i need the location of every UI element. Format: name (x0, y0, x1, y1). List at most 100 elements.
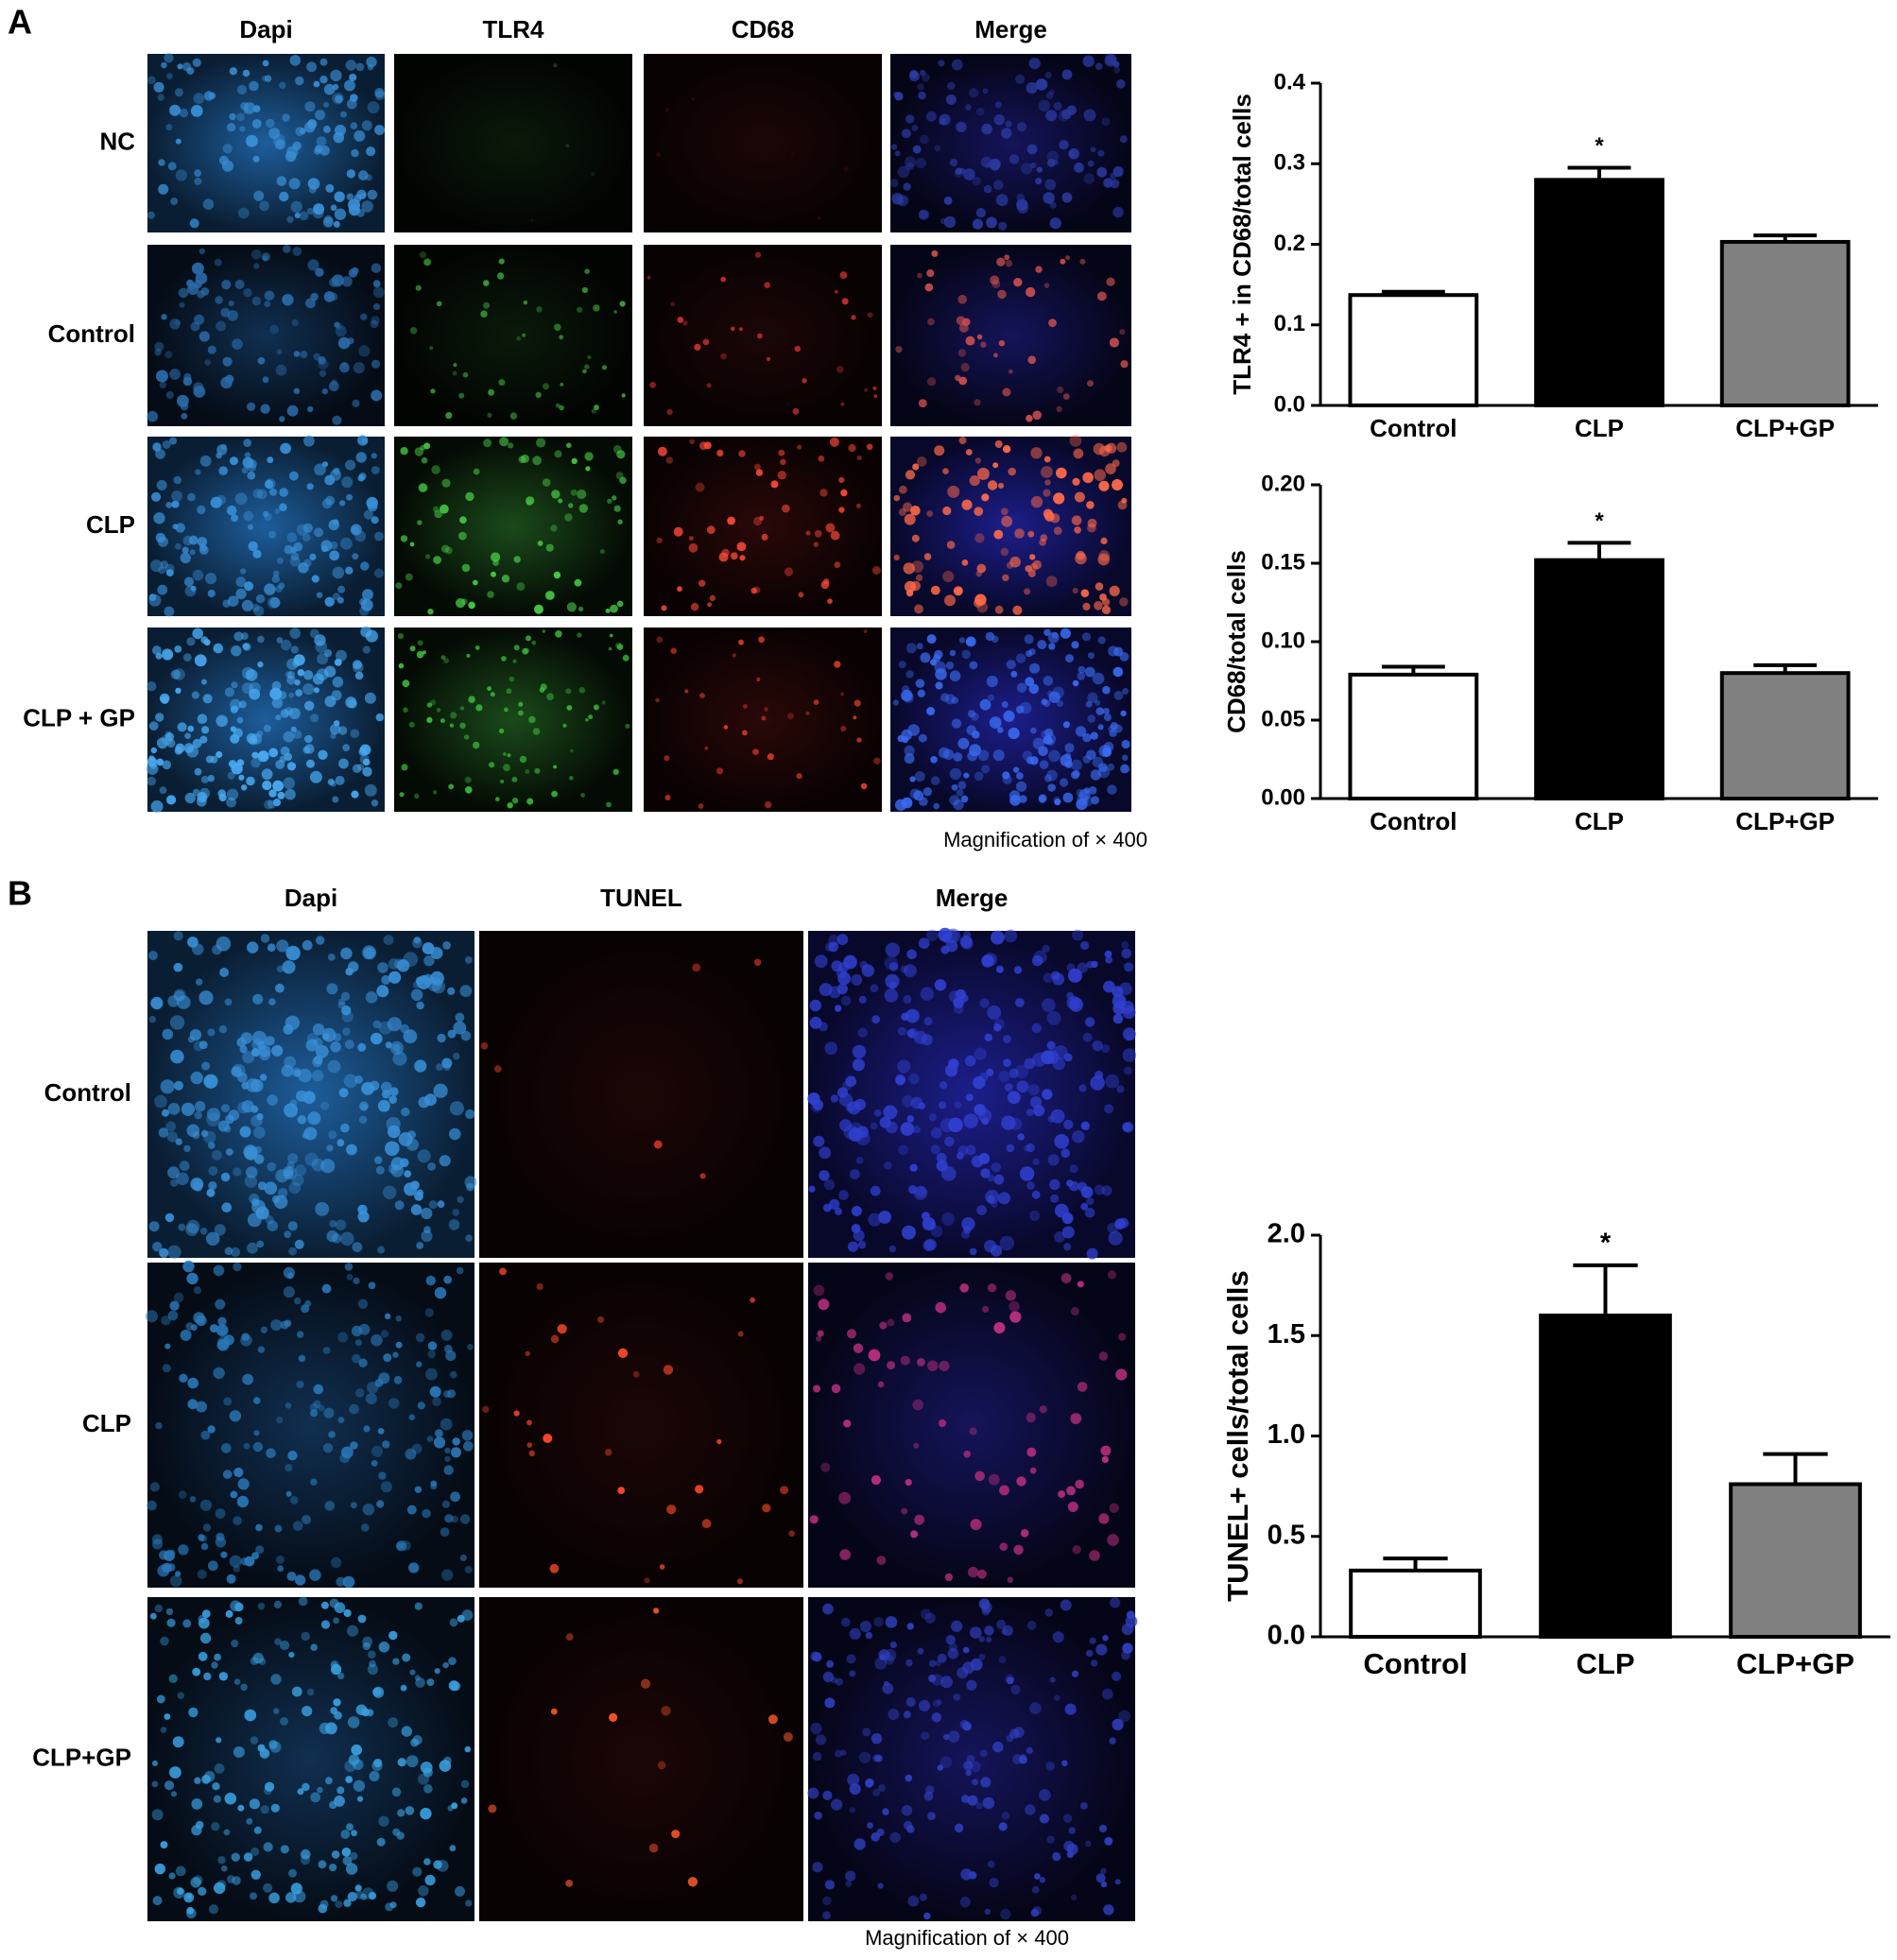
cell (904, 964, 917, 978)
cell (947, 81, 956, 91)
cell (378, 1372, 390, 1384)
cell (275, 983, 285, 993)
cell (566, 705, 573, 711)
cell (252, 549, 262, 559)
cell (306, 759, 315, 768)
cell (313, 203, 325, 215)
cell (1039, 1814, 1049, 1824)
cell (836, 934, 849, 946)
cell (198, 1534, 205, 1541)
cell (1041, 466, 1053, 478)
cell (762, 1504, 771, 1513)
cell (974, 399, 981, 406)
cell (354, 1075, 363, 1084)
cell (338, 726, 348, 735)
cell (421, 456, 428, 464)
cell (312, 207, 324, 219)
cell (981, 123, 992, 135)
cell (322, 1033, 330, 1040)
cell (739, 327, 743, 332)
cell (430, 971, 444, 986)
cell (1119, 597, 1129, 607)
cell (268, 1740, 278, 1749)
cell (857, 1027, 868, 1038)
cell (1113, 691, 1124, 700)
cell (151, 1760, 159, 1766)
cell (1100, 1043, 1111, 1054)
cell (174, 1080, 183, 1091)
cell (293, 351, 301, 357)
cell (221, 160, 234, 172)
cell (334, 191, 345, 202)
cell (175, 138, 181, 145)
cell (303, 1126, 318, 1141)
cell (649, 382, 656, 388)
cell (915, 574, 923, 582)
cell (1073, 448, 1084, 459)
cell (1009, 1300, 1020, 1313)
cell (192, 58, 201, 67)
cell (164, 1563, 172, 1571)
cell (937, 1653, 947, 1663)
cell (277, 791, 285, 799)
cell (147, 1500, 157, 1511)
cell (216, 1324, 229, 1336)
cell (564, 513, 573, 522)
cell (894, 150, 901, 157)
panel-label: B (8, 874, 32, 913)
cell (963, 1113, 978, 1128)
cell (369, 1771, 380, 1781)
cell (246, 1817, 253, 1825)
cell (619, 301, 626, 307)
cell (810, 1100, 823, 1113)
cell (599, 549, 605, 555)
cell (1118, 1332, 1127, 1341)
cell (302, 670, 314, 680)
cell (919, 1893, 927, 1901)
cell (328, 1130, 337, 1140)
cell (164, 563, 175, 574)
cell (319, 76, 328, 84)
cell (430, 947, 443, 959)
cell (988, 694, 994, 701)
cell (1092, 1040, 1103, 1052)
cell (877, 1381, 885, 1388)
cell (177, 1692, 184, 1699)
cell (908, 1073, 920, 1085)
cell (653, 1140, 663, 1149)
cell (1030, 162, 1037, 169)
cell (302, 1782, 310, 1792)
cell (429, 699, 437, 706)
cell (549, 1563, 560, 1573)
cell (942, 571, 955, 583)
micrograph-background (808, 931, 1135, 1258)
cell (1082, 602, 1091, 611)
cell (1026, 414, 1033, 422)
cell (928, 1113, 938, 1122)
cell (1022, 750, 1033, 761)
cell (331, 1850, 340, 1859)
cell (443, 658, 449, 663)
cell (302, 1706, 313, 1717)
cell (888, 1709, 900, 1720)
cell (1044, 1050, 1060, 1064)
cell (435, 1429, 443, 1437)
cell (268, 530, 276, 539)
cell (979, 698, 992, 711)
cell (957, 737, 970, 749)
cell (164, 732, 175, 742)
cell (344, 1040, 354, 1050)
cell (939, 1360, 950, 1372)
cell (1085, 1649, 1094, 1658)
cell (1013, 1544, 1024, 1556)
cell (457, 1195, 464, 1204)
cell (1077, 672, 1086, 680)
cell (362, 1642, 371, 1651)
cell (594, 404, 599, 411)
cell (265, 1781, 275, 1792)
cell (865, 1778, 874, 1788)
cell (337, 1332, 349, 1343)
cell (985, 631, 995, 642)
cell (461, 1609, 474, 1621)
cell (189, 549, 196, 556)
